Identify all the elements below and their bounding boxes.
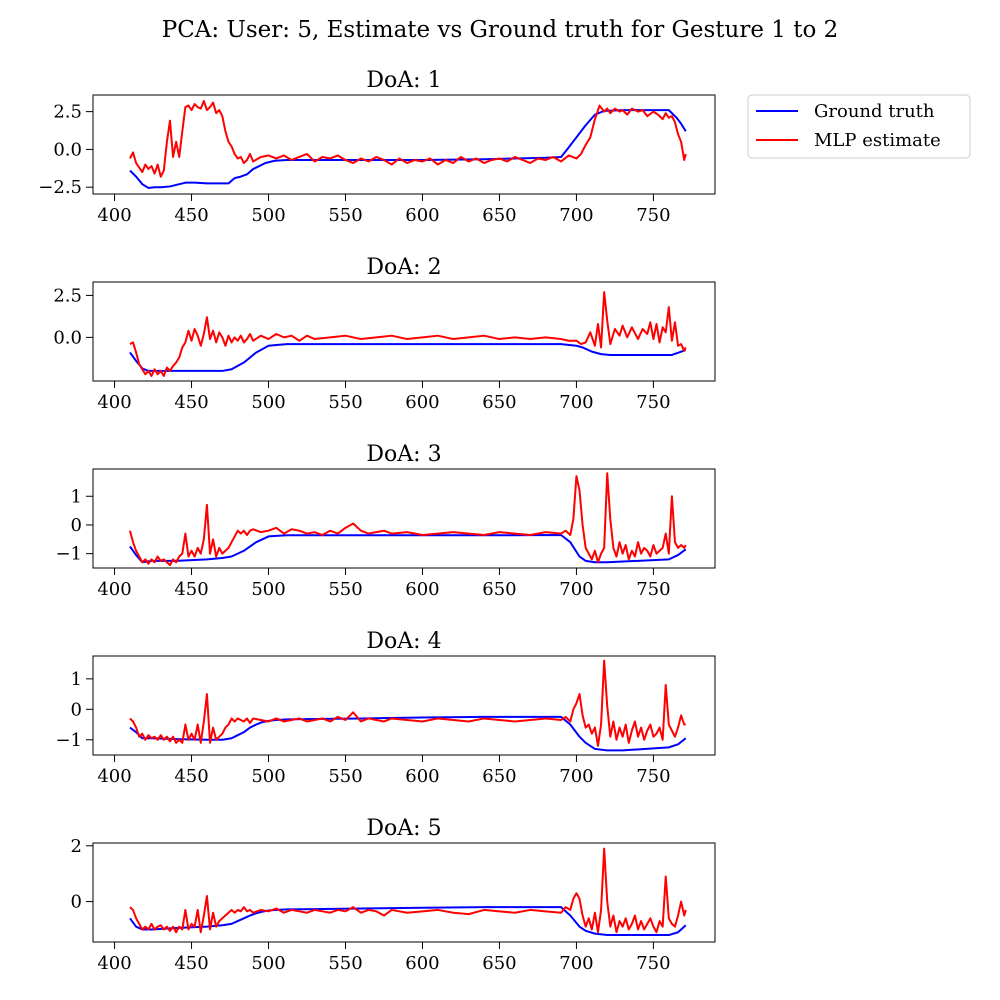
axes-frame [92, 468, 716, 569]
y-tick-label: 0 [71, 892, 82, 913]
x-tick-label: 450 [174, 392, 208, 413]
x-tick-label: 500 [251, 392, 285, 413]
subplot-4: DoA: 4 400 450 500 550 600 650 700 750 1 0 −1 [55, 629, 716, 787]
series-line-mlp-estimate [128, 472, 687, 567]
x-tick-label: 400 [97, 205, 131, 226]
x-tick-label: 600 [405, 392, 439, 413]
x-tick-label: 500 [251, 205, 285, 226]
subplot-title: DoA: 4 [366, 629, 441, 654]
y-tick-label: 1 [71, 669, 82, 690]
legend-label: MLP estimate [814, 130, 941, 151]
x-tick-label: 400 [97, 953, 131, 974]
x-tick-label: 450 [174, 205, 208, 226]
x-tick-label: 550 [328, 953, 362, 974]
y-tick-label: 1 [71, 486, 82, 507]
x-tick-label: 450 [174, 579, 208, 600]
subplot-5: DoA: 5 400 450 500 550 600 650 700 750 2 0 [71, 816, 716, 974]
x-tick-label: 400 [97, 766, 131, 787]
x-tick-label: 700 [559, 392, 593, 413]
x-tick-label: 600 [405, 205, 439, 226]
x-tick-label: 550 [328, 579, 362, 600]
axes-frame [92, 655, 716, 756]
y-tick-label: 0.0 [53, 139, 82, 160]
x-tick-label: 700 [559, 953, 593, 974]
y-tick-label: 0 [71, 699, 82, 720]
y-tick-label: −1 [55, 544, 82, 565]
series-line-mlp-estimate [129, 659, 686, 747]
x-tick-label: 600 [405, 953, 439, 974]
x-tick-label: 650 [482, 579, 516, 600]
series-line-ground-truth [129, 343, 687, 372]
y-tick-label: −2.5 [38, 177, 82, 198]
x-tick-label: 750 [636, 205, 670, 226]
axes-frame [92, 94, 716, 195]
x-tick-label: 750 [636, 392, 670, 413]
x-tick-label: 750 [636, 579, 670, 600]
y-tick-label: 2.5 [53, 102, 82, 123]
subplots: DoA: 1 400 450 500 550 600 650 700 750 2.5 0.0 −2.5… [38, 68, 716, 974]
x-tick-label: 550 [328, 766, 362, 787]
legend: Ground truth MLP estimate [747, 94, 971, 159]
subplot-title: DoA: 3 [366, 442, 441, 467]
x-tick-label: 400 [97, 579, 131, 600]
y-tick-label: −1 [55, 730, 82, 751]
x-tick-label: 400 [97, 392, 131, 413]
x-tick-label: 700 [559, 766, 593, 787]
y-tick-label: 2 [71, 836, 82, 857]
subplot-title: DoA: 5 [366, 816, 441, 841]
subplot-title: DoA: 1 [366, 68, 441, 93]
x-tick-label: 650 [482, 766, 516, 787]
legend-box [747, 94, 971, 159]
legend-label: Ground truth [814, 101, 935, 122]
series-line-mlp-estimate [129, 291, 687, 377]
x-tick-label: 700 [559, 579, 593, 600]
axes-frame [92, 842, 716, 943]
subplot-3: DoA: 3 400 450 500 550 600 650 700 750 1 0 −1 [55, 442, 716, 600]
y-tick-label: 2.5 [53, 285, 82, 306]
x-tick-label: 450 [174, 766, 208, 787]
figure-suptitle: PCA: User: 5, Estimate vs Ground truth f… [162, 17, 839, 43]
subplot-2: DoA: 2 400 450 500 550 600 650 700 750 2.5 0.0 [53, 255, 716, 413]
x-tick-label: 750 [636, 766, 670, 787]
x-tick-label: 650 [482, 392, 516, 413]
axes-frame [92, 281, 716, 382]
x-tick-label: 600 [405, 579, 439, 600]
x-tick-label: 450 [174, 953, 208, 974]
x-tick-label: 650 [482, 205, 516, 226]
series-line-mlp-estimate [129, 100, 687, 178]
x-tick-label: 500 [251, 953, 285, 974]
x-tick-label: 550 [328, 205, 362, 226]
x-tick-label: 500 [251, 579, 285, 600]
y-tick-label: 0.0 [53, 327, 82, 348]
x-tick-label: 550 [328, 392, 362, 413]
x-tick-label: 700 [559, 205, 593, 226]
x-tick-label: 500 [251, 766, 285, 787]
x-tick-label: 650 [482, 953, 516, 974]
y-tick-label: 0 [71, 515, 82, 536]
x-tick-label: 750 [636, 953, 670, 974]
subplot-title: DoA: 2 [366, 255, 441, 280]
x-tick-label: 600 [405, 766, 439, 787]
series-line-mlp-estimate [129, 847, 687, 934]
subplot-1: DoA: 1 400 450 500 550 600 650 700 750 2.5 0.0 −2.5 [38, 68, 716, 226]
